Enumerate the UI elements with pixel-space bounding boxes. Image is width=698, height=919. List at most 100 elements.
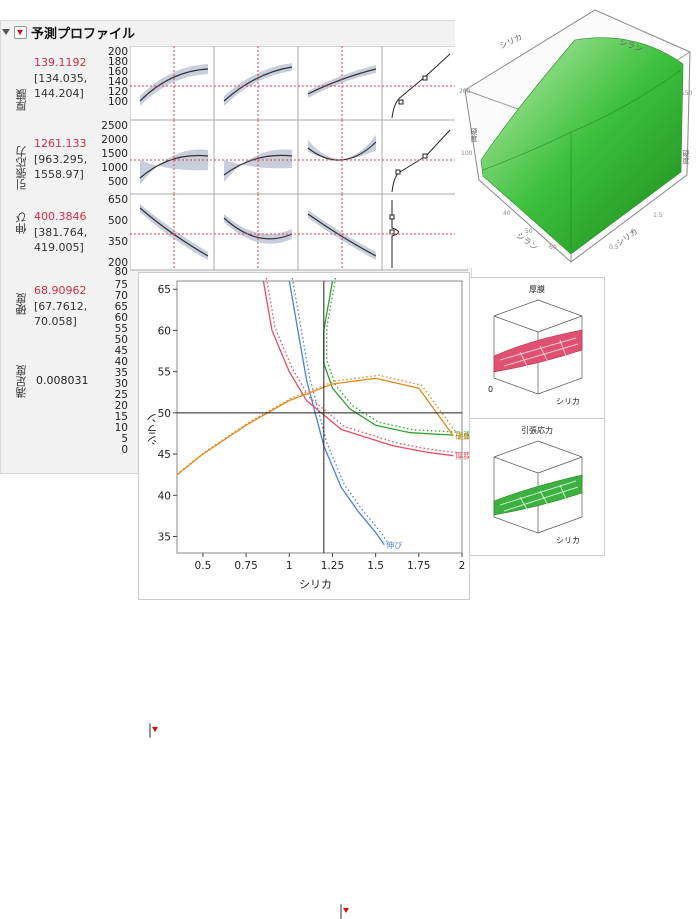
profiler-cells bbox=[130, 46, 468, 271]
tick: 200 bbox=[107, 257, 128, 269]
row-ci-low-hardness: [67.7612, bbox=[34, 300, 88, 313]
profile-cell[interactable] bbox=[381, 46, 468, 121]
ticks-tensile: 2500 2000 1500 1000 500 bbox=[92, 120, 128, 190]
desirability-handle[interactable] bbox=[422, 75, 428, 81]
x-tick-label: 1.5 bbox=[367, 560, 384, 572]
tick: 100 bbox=[107, 96, 128, 108]
prediction-trace bbox=[139, 154, 209, 179]
tick: 1500 bbox=[101, 148, 128, 160]
tick: 60 bbox=[114, 312, 128, 324]
tick: 25 bbox=[114, 389, 128, 401]
confidence-band bbox=[224, 63, 292, 106]
y-tick-label: 50 bbox=[158, 408, 171, 420]
y-tick-label: 65 bbox=[158, 284, 171, 296]
prediction-trace bbox=[307, 213, 377, 257]
cube-edge bbox=[537, 456, 583, 474]
axis-label-3d-right: 硬度 bbox=[682, 150, 690, 164]
mini-surface-xlabel: シリカ bbox=[556, 536, 580, 545]
contour-line-limit bbox=[326, 277, 457, 433]
tick-3d: 0.5 bbox=[609, 244, 619, 251]
tick: 65 bbox=[114, 301, 128, 313]
row-value-hardness: 68.90962 bbox=[34, 284, 87, 297]
ticks-elongation: 650 500 350 200 bbox=[92, 194, 128, 271]
tick: 2000 bbox=[101, 134, 128, 146]
tick-3d: 50 bbox=[525, 228, 533, 235]
prediction-trace bbox=[223, 66, 293, 102]
row-ci-high-thickness: 144.204] bbox=[34, 87, 84, 100]
desirability-handle[interactable] bbox=[389, 214, 395, 220]
red-triangle-menu-icon[interactable] bbox=[14, 25, 27, 39]
tick: 200 bbox=[107, 46, 128, 58]
prediction-trace bbox=[307, 68, 377, 95]
row-ci-high-hardness: 70.058] bbox=[34, 315, 77, 328]
row-label-hardness: 硬度 bbox=[15, 293, 28, 315]
tick: 20 bbox=[114, 400, 128, 412]
desirability-handle[interactable] bbox=[398, 99, 404, 105]
tick: 55 bbox=[114, 323, 128, 335]
cube-frame bbox=[493, 440, 583, 534]
row-ci-low-thickness: [134.035, bbox=[34, 72, 88, 85]
contour-plot[interactable]: 0.5 0.75 1 1.25 1.5 1.75 265605550454035伸び厚膜引張… bbox=[139, 273, 487, 599]
mini-surface-tensile[interactable]: 引張応力 シリカ bbox=[469, 418, 605, 556]
cells-row-tensile bbox=[130, 119, 468, 195]
profile-cell[interactable] bbox=[213, 46, 299, 121]
tick: 2500 bbox=[101, 120, 128, 132]
yaxis-menu-icon[interactable] bbox=[149, 723, 151, 738]
tick: 75 bbox=[114, 279, 128, 291]
tick: 140 bbox=[107, 76, 128, 88]
confidence-band bbox=[308, 135, 376, 160]
collapse-triangle-icon[interactable] bbox=[2, 29, 10, 35]
tick: 500 bbox=[107, 176, 128, 188]
mini-surface-thickness[interactable]: 厚膜 0 シリカ bbox=[469, 277, 605, 419]
confidence-band bbox=[224, 214, 292, 244]
y-tick-label: 40 bbox=[158, 490, 171, 502]
contour-line bbox=[176, 377, 454, 476]
surface-plot-3d[interactable]: シリカ シラン 硬度 硬度 シリカ シラン 200 100 150 1.5 1 … bbox=[455, 0, 698, 268]
tick: 1000 bbox=[101, 162, 128, 174]
tick: 350 bbox=[107, 236, 128, 248]
row-ci-high-elongation: 419.005] bbox=[34, 241, 84, 254]
profile-cell[interactable] bbox=[381, 193, 468, 271]
tick: 650 bbox=[107, 194, 128, 206]
prediction-trace bbox=[223, 154, 293, 176]
cells-row-thickness bbox=[130, 46, 468, 121]
x-tick-label: 0.75 bbox=[234, 560, 257, 572]
tick-3d: 150 bbox=[681, 90, 693, 97]
contour-xlabel: シリカ bbox=[299, 578, 332, 591]
profile-cell[interactable] bbox=[297, 119, 383, 195]
surface-mesh bbox=[499, 337, 579, 369]
tick: 80 bbox=[114, 266, 128, 278]
contour-ylabel: シラン bbox=[146, 413, 159, 446]
desirability-handle[interactable] bbox=[395, 169, 401, 175]
xaxis-menu-icon[interactable] bbox=[340, 904, 342, 919]
tick: 50 bbox=[114, 334, 128, 346]
row-ci-low-tensile: [963.295, bbox=[34, 153, 88, 166]
x-tick-label: 1.25 bbox=[321, 560, 344, 572]
tick: 15 bbox=[114, 411, 128, 423]
profiler-title: 予測プロファイル bbox=[31, 26, 136, 42]
desirability-handle[interactable] bbox=[389, 229, 395, 235]
tick-3d: 60 bbox=[549, 244, 557, 251]
prediction-trace bbox=[223, 217, 293, 240]
tick: 70 bbox=[114, 290, 128, 302]
desirability-function bbox=[391, 200, 399, 268]
tick: 10 bbox=[114, 422, 128, 434]
contour-profiler-panel: 0.5 0.75 1 1.25 1.5 1.75 2 65 60 55 50 45 40 35 伸び 厚膜 引張… bbox=[138, 272, 487, 919]
row-ci-high-tensile: 1558.97] bbox=[34, 168, 84, 181]
y-tick-label: 55 bbox=[158, 367, 171, 379]
cells-row-elongation bbox=[130, 193, 468, 271]
cube-edge bbox=[493, 456, 539, 474]
tick: 0 bbox=[121, 444, 128, 456]
axis-label-3d-left: 硬度 bbox=[470, 128, 478, 142]
x-tick-label: 1 bbox=[286, 560, 293, 572]
surface-3d-canvas bbox=[464, 9, 691, 263]
prediction-trace bbox=[139, 207, 209, 257]
surface-mesh bbox=[499, 480, 579, 512]
tick: 30 bbox=[114, 378, 128, 390]
row-label-thickness: 厚膜 bbox=[15, 89, 28, 111]
row-value-thickness: 139.1192 bbox=[34, 56, 87, 69]
ticks-hardness: 80 75 70 65 60 55 50 45 40 35 30 25 20 1… bbox=[92, 266, 128, 456]
tick: 180 bbox=[107, 56, 128, 68]
desirability-handle[interactable] bbox=[422, 153, 428, 159]
x-tick-label: 0.5 bbox=[195, 560, 212, 572]
